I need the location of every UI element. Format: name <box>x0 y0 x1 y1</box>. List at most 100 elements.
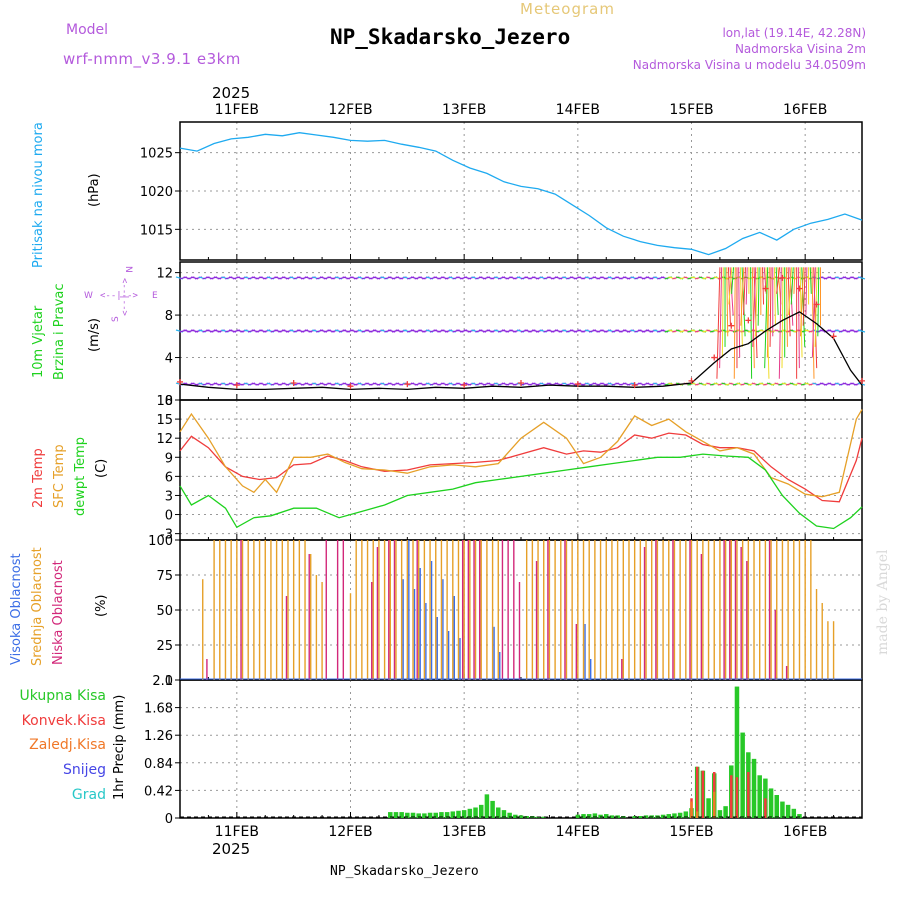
high-cloud-title: Visoka Oblacnost <box>9 553 24 665</box>
gust-marker <box>404 381 411 388</box>
precip-bar <box>405 812 410 818</box>
precip-unit: 1hr Precip (mm) <box>112 695 127 800</box>
precip-bar <box>672 813 677 818</box>
precip-bar <box>450 811 456 818</box>
y-tick-label: 100 <box>148 534 173 549</box>
precip-bar <box>604 814 609 818</box>
panel-precipitation-marks <box>180 686 862 818</box>
precip-bar <box>422 813 427 818</box>
y-tick-label: 0 <box>165 812 173 827</box>
watermark: made by Angel <box>875 549 891 655</box>
precip-bar <box>484 794 490 818</box>
precip-bar <box>598 814 603 818</box>
precip-bar <box>677 812 683 818</box>
bottom-date-label: 12FEB <box>328 824 372 840</box>
gust-marker <box>745 317 752 324</box>
y-tick-label: 12 <box>156 432 173 447</box>
precip-bar <box>496 807 501 818</box>
y-tick-label: 12 <box>156 267 173 282</box>
wind-axis-title: 10m Vjetar Brzina i Pravac (m/s) N W E S… <box>31 266 158 380</box>
precip-bar <box>785 804 791 818</box>
gust-marker <box>574 381 581 388</box>
precip-bar <box>774 795 779 818</box>
gust-marker <box>711 354 718 361</box>
y-tick-label: 0.42 <box>144 784 173 799</box>
wind-storm-barb <box>809 267 812 294</box>
elevation-label: Nadmorska Visina 2m <box>735 42 866 56</box>
y-tick-label: 4 <box>165 352 173 367</box>
precip-bar <box>439 812 444 818</box>
model-elevation-label: Nadmorska Visina u modelu 34.0509m <box>633 58 866 72</box>
bottom-date-labels: 11FEB 12FEB 13FEB 14FEB 15FEB 16FEB <box>215 824 828 840</box>
y-tick-label: 1.68 <box>144 702 173 717</box>
panel-temperature-marks <box>179 409 863 530</box>
precip-bar <box>734 686 740 818</box>
gust-marker <box>813 301 820 308</box>
precip-bar <box>501 810 507 818</box>
wind-storm-barb <box>799 267 804 337</box>
y-tick-label: 2.1 <box>152 674 173 689</box>
precip-bar <box>695 811 699 818</box>
gust-marker <box>688 377 695 384</box>
precip-bar <box>717 810 723 818</box>
series-line-pritisak-na-nivou-mora <box>179 132 863 256</box>
y-tick-label: 1025 <box>140 147 173 162</box>
gust-marker <box>728 322 735 329</box>
wind-storm-barb <box>740 267 745 326</box>
gust-marker <box>779 274 786 281</box>
wind-storm-barb <box>811 267 815 379</box>
wind-speed-line <box>179 311 863 391</box>
y-tick-label: 18 <box>156 394 173 409</box>
precip-bar <box>518 815 524 818</box>
precip-bar <box>701 770 705 818</box>
y-tick-label: 15 <box>156 413 173 428</box>
wind-storm-barb <box>788 267 793 316</box>
temp-unit: (C) <box>94 459 109 478</box>
y-tick-label: 1.26 <box>144 729 173 744</box>
wind-storm-barb <box>719 267 723 369</box>
wind-title-1: 10m Vjetar <box>31 305 46 378</box>
precip-bar <box>592 813 598 818</box>
precip-bar <box>388 812 393 818</box>
cloud-axis-title: Visoka Oblacnost Srednja Oblacnost Niska… <box>9 547 109 666</box>
precip-bar <box>478 804 484 818</box>
precip-bar <box>638 816 643 818</box>
wind-storm-barb <box>721 267 724 358</box>
precip-bar <box>706 798 711 818</box>
dewpt-title: dewpt Temp <box>73 437 88 516</box>
gust-marker <box>290 380 297 387</box>
precip-bar <box>791 808 797 818</box>
wind-storm-barb <box>757 267 760 326</box>
y-tick-label: 6 <box>165 470 173 485</box>
compass-s: S <box>111 316 121 322</box>
wind-storm-barb <box>797 267 800 369</box>
wind-barb <box>857 276 866 280</box>
wind-storm-barb <box>776 267 781 294</box>
compass-e: E <box>152 291 158 301</box>
wind-storm-barb <box>769 267 772 347</box>
gust-marker <box>177 378 183 385</box>
precip-bar <box>490 800 495 818</box>
precip-bar <box>757 775 762 818</box>
precip-bar <box>416 813 421 818</box>
model-label: Model <box>66 22 108 38</box>
wind-storm-barb <box>752 267 757 347</box>
model-name: wrf-nmm_v3.9.1 e3km <box>63 50 241 69</box>
panel-frame <box>179 121 863 261</box>
wind-storm-barb <box>738 267 741 358</box>
precip-bar <box>541 816 546 818</box>
precip-bar <box>609 815 615 818</box>
precip-bar <box>632 816 637 818</box>
mid-cloud-title: Srednja Oblacnost <box>30 547 45 666</box>
y-tick-label: 25 <box>156 639 173 654</box>
pressure-unit: (hPa) <box>87 173 102 207</box>
precip-bar <box>427 812 433 818</box>
legend-total: Ukupna Kisa <box>19 688 106 704</box>
wind-storm-barb <box>802 267 806 326</box>
top-date-label: 16FEB <box>783 102 827 118</box>
panel-frame <box>179 399 863 541</box>
y-tick-label: 3 <box>165 489 173 504</box>
pressure-title: Pritisak na nivou mora <box>31 122 46 268</box>
precip-bar <box>575 814 581 818</box>
wind-storm-barb <box>726 267 729 337</box>
